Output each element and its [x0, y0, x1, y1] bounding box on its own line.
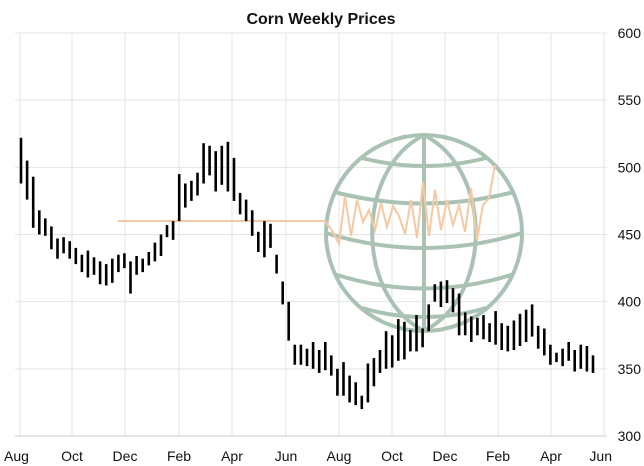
y-axis-ticks: 600 550 500 450 400 350 300: [618, 25, 642, 444]
y-tick-label: 600: [618, 25, 642, 41]
y-tick-label: 450: [618, 227, 642, 243]
y-tick-label: 550: [618, 92, 642, 108]
chart-title: Corn Weekly Prices: [246, 11, 395, 28]
x-tick-label: Apr: [540, 448, 562, 464]
x-tick-label: Apr: [221, 448, 243, 464]
globe-icon: [324, 133, 524, 333]
x-tick-label: Dec: [433, 448, 458, 464]
x-tick-label: Feb: [486, 448, 510, 464]
y-tick-label: 500: [618, 159, 642, 175]
x-tick-label: Jun: [589, 448, 612, 464]
y-tick-label: 300: [618, 428, 642, 444]
x-tick-label: Oct: [381, 448, 403, 464]
x-tick-label: Dec: [113, 448, 138, 464]
x-tick-label: Feb: [167, 448, 191, 464]
watermark-price-line: [118, 164, 496, 248]
x-tick-label: Jun: [275, 448, 298, 464]
x-axis-ticks: Aug Oct Dec Feb Apr Jun Aug Oct Dec Feb Apr Jun: [4, 448, 612, 464]
x-tick-label: Oct: [61, 448, 83, 464]
y-tick-label: 350: [618, 361, 642, 377]
price-bars: [19, 137, 595, 410]
x-tick-label: Aug: [327, 448, 352, 464]
gridlines: [15, 32, 607, 437]
x-tick-label: Aug: [4, 448, 29, 464]
y-tick-label: 400: [618, 294, 642, 310]
